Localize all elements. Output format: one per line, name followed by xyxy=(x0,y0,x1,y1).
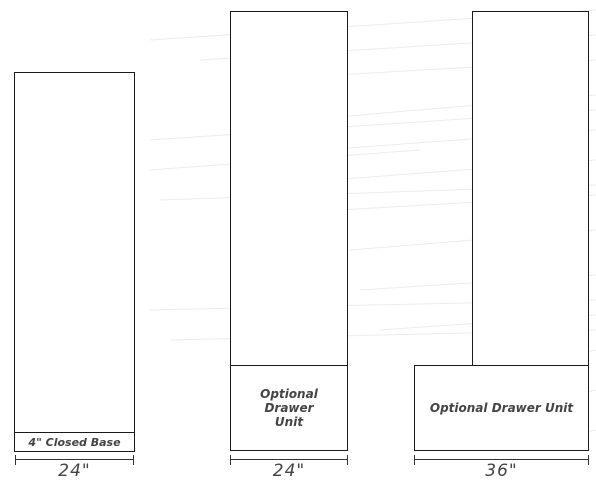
unit-1-width-label: 24" xyxy=(58,461,91,481)
dimension-line xyxy=(231,459,347,460)
unit-3-width-label: 36" xyxy=(485,461,518,481)
dimension-line xyxy=(16,459,133,460)
unit-1-base-label: 4" Closed Base xyxy=(28,435,121,449)
unit-2-width-label: 24" xyxy=(272,461,306,481)
unit-3-cabinet xyxy=(472,11,589,365)
unit-1-width-dimension xyxy=(15,455,134,465)
unit-3-drawer-label: Optional Drawer Unit xyxy=(429,401,574,415)
dimension-line xyxy=(415,459,588,460)
unit-2-drawer-label: Optional Drawer Unit xyxy=(260,387,318,429)
unit-3-width-dimension xyxy=(414,455,589,465)
unit-2-drawer-unit: Optional Drawer Unit xyxy=(230,365,348,451)
unit-3-drawer-unit: Optional Drawer Unit xyxy=(414,365,589,451)
unit-1-cabinet xyxy=(14,72,135,432)
unit-1-closed-base: 4" Closed Base xyxy=(14,432,135,452)
unit-2-cabinet xyxy=(230,11,348,365)
unit-2-width-dimension xyxy=(230,455,348,465)
